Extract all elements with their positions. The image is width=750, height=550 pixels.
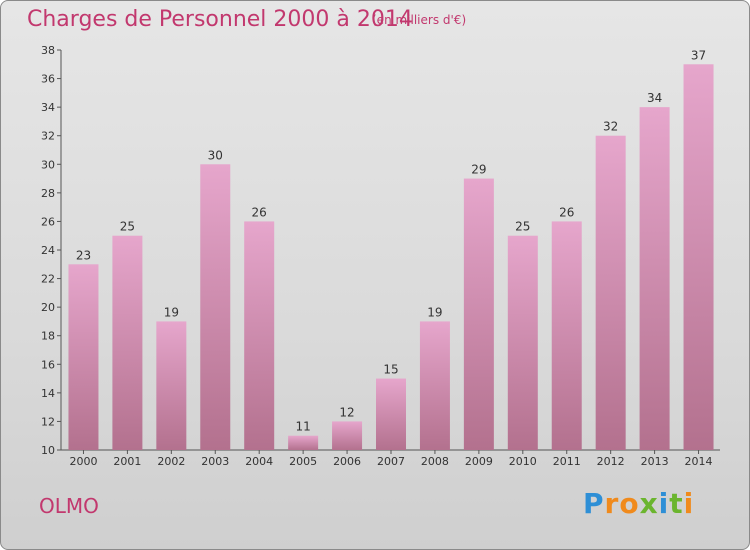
bar bbox=[551, 221, 582, 450]
bar bbox=[156, 321, 187, 450]
commune-name: OLMO bbox=[39, 494, 99, 518]
bar bbox=[507, 235, 538, 450]
x-tick-label: 2007 bbox=[377, 455, 405, 468]
y-tick-label: 22 bbox=[41, 273, 55, 286]
x-tick-label: 2004 bbox=[245, 455, 273, 468]
y-tick-label: 16 bbox=[41, 358, 55, 371]
bar bbox=[112, 235, 143, 450]
bar-value-label: 26 bbox=[559, 205, 574, 219]
y-tick-label: 30 bbox=[41, 158, 55, 171]
y-tick-label: 10 bbox=[41, 444, 55, 457]
bar-value-label: 23 bbox=[76, 248, 91, 262]
y-tick-label: 18 bbox=[41, 330, 55, 343]
y-tick-label: 14 bbox=[41, 387, 55, 400]
bar bbox=[639, 107, 670, 451]
x-tick-label: 2012 bbox=[597, 455, 625, 468]
bar-value-label: 34 bbox=[647, 91, 662, 105]
x-tick-label: 2013 bbox=[641, 455, 669, 468]
y-tick-label: 26 bbox=[41, 215, 55, 228]
bar bbox=[683, 64, 714, 451]
x-tick-label: 2010 bbox=[509, 455, 537, 468]
logo-letter: t bbox=[669, 487, 684, 520]
chart-subtitle: (en milliers d'€) bbox=[372, 13, 467, 27]
y-tick-label: 36 bbox=[41, 73, 55, 86]
bar-value-label: 12 bbox=[339, 405, 354, 419]
y-tick-label: 24 bbox=[41, 244, 55, 257]
logo-letter: i bbox=[658, 487, 670, 520]
x-tick-label: 2005 bbox=[289, 455, 317, 468]
chart-title: Charges de Personnel 2000 à 2014 bbox=[27, 7, 413, 32]
x-tick-label: 2009 bbox=[465, 455, 493, 468]
bar bbox=[200, 164, 231, 451]
y-tick-label: 32 bbox=[41, 130, 55, 143]
y-tick-label: 34 bbox=[41, 101, 55, 114]
x-tick-label: 2014 bbox=[685, 455, 713, 468]
y-tick-label: 38 bbox=[41, 44, 55, 57]
x-tick-label: 2003 bbox=[201, 455, 229, 468]
bar-value-label: 32 bbox=[603, 120, 618, 134]
bar-value-label: 19 bbox=[427, 305, 442, 319]
y-tick-label: 28 bbox=[41, 187, 55, 200]
bar bbox=[332, 421, 363, 450]
logo-letter: x bbox=[639, 487, 659, 520]
logo-letter: P bbox=[583, 487, 605, 520]
x-tick-label: 2000 bbox=[69, 455, 97, 468]
bar-value-label: 30 bbox=[208, 148, 223, 162]
x-tick-label: 2001 bbox=[113, 455, 141, 468]
bar-value-label: 25 bbox=[515, 220, 530, 234]
y-tick-label: 12 bbox=[41, 415, 55, 428]
bar-value-label: 25 bbox=[120, 220, 135, 234]
bar-value-label: 29 bbox=[471, 163, 486, 177]
logo-letter: o bbox=[619, 487, 640, 520]
proxiti-logo: Proxiti bbox=[583, 487, 694, 520]
bar-value-label: 15 bbox=[383, 363, 398, 377]
bar bbox=[376, 378, 406, 450]
bar bbox=[288, 435, 319, 450]
logo-letter: r bbox=[604, 487, 620, 520]
bar-value-label: 26 bbox=[252, 205, 267, 219]
bar bbox=[244, 221, 275, 450]
bar-value-label: 11 bbox=[295, 420, 310, 434]
bar bbox=[419, 321, 450, 450]
bar bbox=[68, 264, 99, 450]
x-tick-label: 2011 bbox=[553, 455, 581, 468]
logo-letter: i bbox=[683, 487, 695, 520]
bar bbox=[595, 135, 626, 450]
bar bbox=[463, 178, 494, 451]
bar-value-label: 37 bbox=[691, 48, 706, 62]
x-tick-label: 2006 bbox=[333, 455, 361, 468]
x-tick-label: 2002 bbox=[157, 455, 185, 468]
y-tick-label: 20 bbox=[41, 301, 55, 314]
bar-value-label: 19 bbox=[164, 305, 179, 319]
x-tick-label: 2008 bbox=[421, 455, 449, 468]
